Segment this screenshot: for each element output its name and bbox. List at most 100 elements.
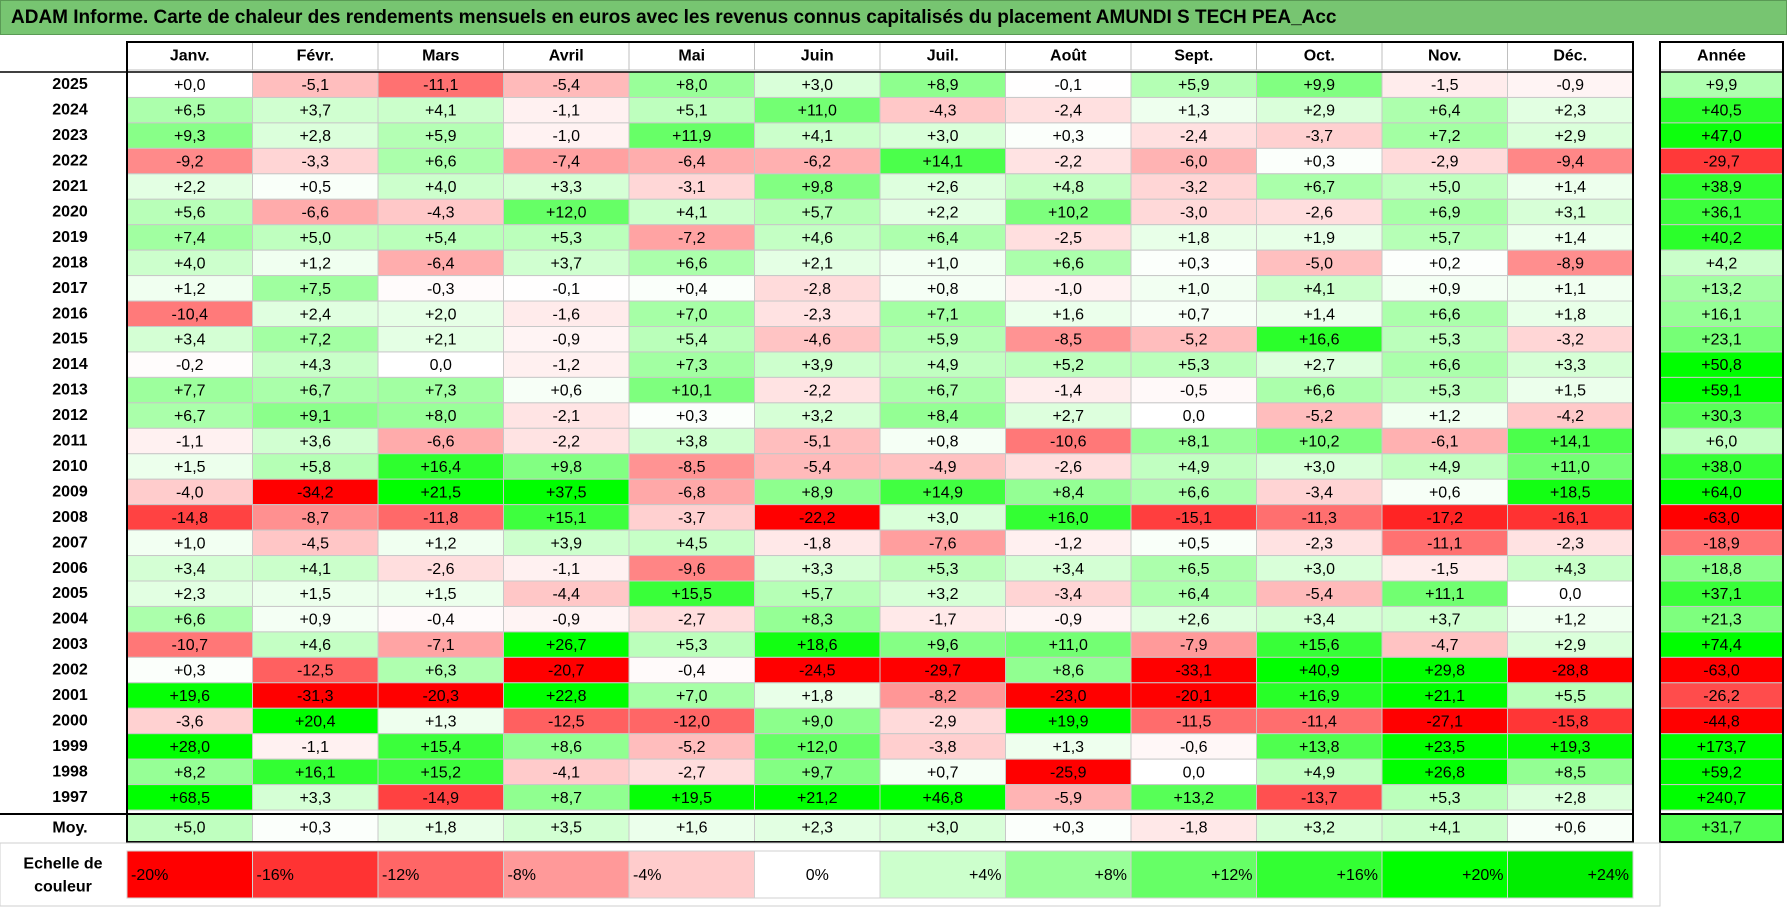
cell-value: -2,4 [1180, 128, 1208, 145]
cell-value: -3,7 [1305, 128, 1333, 145]
heat-cell [377, 71, 504, 98]
cell-value: +4,9 [1178, 459, 1210, 476]
annual-cell [1659, 224, 1784, 251]
cell-value: -5,2 [1180, 332, 1208, 349]
cell-value: +0,3 [174, 663, 206, 680]
heat-cell [126, 504, 253, 531]
annual-cell [1659, 198, 1784, 226]
cell-value: +19,9 [1048, 713, 1089, 730]
heat-cell [879, 707, 1006, 735]
cell-value: -5,2 [678, 739, 706, 756]
cell-value: +22,8 [546, 688, 587, 705]
heat-cell [628, 198, 755, 226]
cell-value: -4,1 [552, 764, 580, 781]
heat-cell [252, 580, 379, 607]
cell-value: -4,9 [929, 459, 957, 476]
cell-value: +8,9 [927, 77, 959, 94]
cell-value: +6,7 [174, 408, 206, 425]
annual-cell [1659, 478, 1784, 506]
cell-value: -17,2 [1427, 510, 1464, 527]
month-header: Févr. [297, 48, 334, 65]
heat-cell [628, 173, 755, 200]
cell-value: -20,3 [423, 688, 460, 705]
cell-value: +16,6 [1299, 332, 1340, 349]
cell-value: -3,0 [1180, 204, 1208, 221]
cell-value: -6,1 [1431, 434, 1459, 451]
heat-cell [1256, 529, 1383, 557]
heat-cell [252, 529, 379, 557]
cell-value: +4,1 [676, 204, 708, 221]
cell-value: +6,6 [1429, 306, 1461, 323]
average-value: +4,1 [1429, 820, 1461, 837]
cell-value: +8,0 [425, 408, 457, 425]
cell-value: +0,9 [1429, 281, 1461, 298]
annual-value: -26,2 [1703, 688, 1740, 705]
heat-cell [628, 96, 755, 124]
cell-value: +7,2 [1429, 128, 1461, 145]
year-label: 2012 [52, 407, 88, 424]
cell-value: +3,1 [1554, 204, 1586, 221]
cell-value: -12,0 [674, 713, 711, 730]
cell-value: +21,2 [797, 790, 838, 807]
cell-value: -11,1 [1427, 535, 1462, 552]
scale-stop-label: 0% [806, 867, 829, 884]
heat-cell [1005, 605, 1132, 633]
cell-value: +6,6 [1178, 484, 1210, 501]
heat-cell [1256, 96, 1383, 124]
cell-value: -5,1 [803, 434, 831, 451]
cell-value: +2,7 [1052, 408, 1084, 425]
cell-value: -6,6 [427, 434, 455, 451]
cell-value: +9,0 [801, 713, 833, 730]
cell-value: -1,5 [1431, 77, 1459, 94]
cell-value: +9,8 [801, 179, 833, 196]
average-value: +2,3 [801, 820, 833, 837]
cell-value: +3,3 [299, 790, 331, 807]
heat-cell [879, 198, 1006, 226]
cell-value: +13,8 [1299, 739, 1340, 756]
heat-cell [126, 122, 253, 149]
scale-swatch [1005, 850, 1132, 899]
average-cell [628, 813, 755, 843]
heat-cell [503, 249, 630, 277]
cell-value: -16,1 [1552, 510, 1589, 527]
heat-cell [754, 71, 881, 98]
average-value: +3,5 [550, 820, 582, 837]
heat-cell [1130, 326, 1257, 353]
cell-value: -24,5 [799, 663, 836, 680]
heat-cell [503, 478, 630, 506]
cell-value: -2,2 [552, 434, 580, 451]
cell-value: +5,0 [1429, 179, 1461, 196]
annual-value: +59,1 [1701, 383, 1742, 400]
cell-value: +14,1 [923, 154, 964, 171]
month-header-cell [754, 41, 881, 71]
cell-value: +18,5 [1550, 484, 1591, 501]
heat-cell [377, 122, 504, 149]
cell-value: +10,2 [1048, 204, 1089, 221]
heat-cell [1381, 402, 1508, 429]
annual-column-border [1659, 41, 1784, 844]
heat-cell [754, 249, 881, 277]
heat-cell [126, 784, 253, 811]
heat-cell [1005, 249, 1132, 277]
annual-cell [1659, 504, 1784, 531]
cell-value: -0,1 [552, 281, 580, 298]
cell-value: -2,5 [1054, 230, 1082, 247]
annual-value: -18,9 [1703, 535, 1740, 552]
year-label: 2009 [52, 483, 88, 500]
scale-stop-label: -16% [257, 867, 294, 884]
cell-value: -0,4 [678, 663, 706, 680]
cell-value: +2,2 [927, 204, 959, 221]
heat-cell [1130, 707, 1257, 735]
cell-value: +14,1 [1550, 434, 1591, 451]
heat-cell [754, 351, 881, 378]
cell-value: +21,1 [1425, 688, 1466, 705]
annual-value: +173,7 [1697, 739, 1746, 756]
cell-value: +2,6 [1178, 612, 1210, 629]
heat-cell [377, 504, 504, 531]
cell-value: -2,3 [803, 306, 831, 323]
annual-cell [1659, 326, 1784, 353]
cell-value: -2,6 [1305, 204, 1333, 221]
cell-value: +6,7 [1303, 179, 1335, 196]
cell-value: +6,4 [1178, 586, 1210, 603]
cell-value: +15,2 [421, 764, 462, 781]
